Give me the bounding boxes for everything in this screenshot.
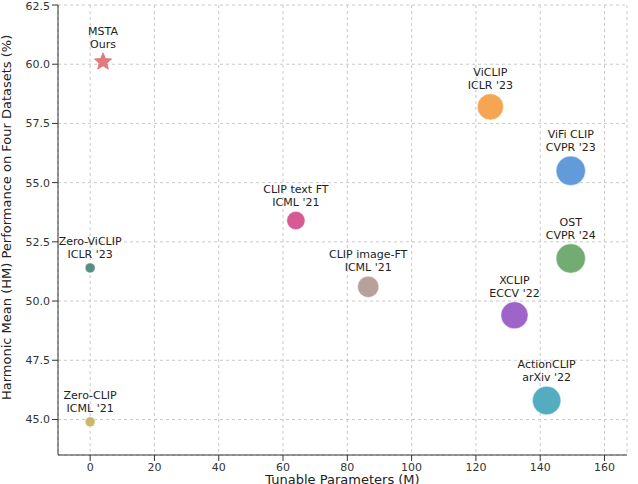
svg-text:20: 20 — [147, 461, 161, 474]
svg-text:ActionCLIP: ActionCLIP — [518, 358, 577, 371]
svg-text:ICML '21: ICML '21 — [67, 402, 114, 415]
svg-text:ECCV '22: ECCV '22 — [489, 287, 539, 300]
svg-text:OST: OST — [560, 216, 583, 229]
svg-text:57.5: 57.5 — [26, 117, 51, 130]
svg-text:ICLR '23: ICLR '23 — [68, 248, 113, 261]
svg-text:140: 140 — [530, 461, 551, 474]
svg-text:arXiv '22: arXiv '22 — [522, 371, 571, 384]
svg-text:ViCLIP: ViCLIP — [473, 66, 507, 79]
svg-text:80: 80 — [340, 460, 355, 474]
svg-text:ICML '21: ICML '21 — [345, 261, 392, 274]
svg-text:Ours: Ours — [90, 38, 116, 51]
svg-text:Tunable Parameters (M): Tunable Parameters (M) — [264, 472, 419, 484]
svg-text:ICLR '23: ICLR '23 — [468, 79, 513, 92]
svg-text:47.5: 47.5 — [26, 354, 51, 367]
svg-text:CVPR '24: CVPR '24 — [546, 229, 596, 242]
svg-text:CLIP text FT: CLIP text FT — [263, 183, 329, 196]
svg-text:MSTA: MSTA — [88, 25, 118, 38]
svg-text:Zero-CLIP: Zero-CLIP — [64, 389, 118, 402]
svg-text:ViFi CLIP: ViFi CLIP — [548, 128, 594, 141]
svg-text:ICML '21: ICML '21 — [272, 196, 319, 209]
svg-text:CLIP image-FT: CLIP image-FT — [329, 248, 408, 261]
svg-text:120: 120 — [465, 461, 486, 474]
svg-text:CVPR '23: CVPR '23 — [546, 141, 596, 154]
svg-text:60: 60 — [276, 460, 290, 474]
svg-text:100: 100 — [401, 460, 423, 474]
svg-text:45.0: 45.0 — [26, 413, 51, 426]
svg-text:55.0: 55.0 — [26, 177, 51, 190]
svg-text:Zero-ViCLIP: Zero-ViCLIP — [59, 235, 122, 248]
svg-text:Harmonic Mean (HM) Performance: Harmonic Mean (HM) Performance on Four D… — [0, 35, 14, 400]
svg-text:160: 160 — [594, 461, 615, 474]
svg-text:60.0: 60.0 — [26, 58, 51, 71]
svg-text:40: 40 — [212, 461, 226, 474]
svg-text:50.0: 50.0 — [26, 295, 51, 308]
svg-text:62.5: 62.5 — [26, 0, 51, 13]
svg-text:52.5: 52.5 — [26, 236, 51, 249]
svg-text:0: 0 — [87, 461, 94, 474]
svg-text:XCLIP: XCLIP — [499, 274, 530, 287]
